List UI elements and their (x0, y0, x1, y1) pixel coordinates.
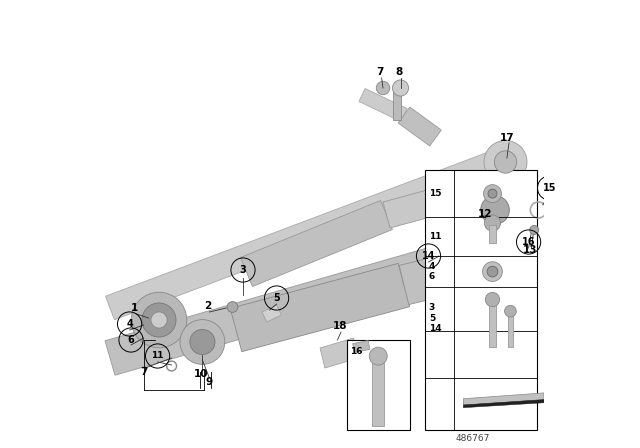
Text: 15: 15 (429, 189, 442, 198)
Text: 2: 2 (204, 301, 212, 311)
Text: 15: 15 (543, 183, 556, 193)
Circle shape (392, 80, 408, 96)
Circle shape (484, 185, 502, 202)
Polygon shape (383, 182, 463, 228)
Polygon shape (230, 263, 410, 352)
Circle shape (180, 319, 225, 364)
Polygon shape (463, 393, 544, 405)
Polygon shape (105, 220, 535, 375)
Text: 13: 13 (523, 245, 537, 255)
Circle shape (468, 183, 522, 237)
Polygon shape (106, 143, 520, 320)
Polygon shape (320, 338, 358, 368)
Polygon shape (399, 241, 507, 305)
Text: 7: 7 (140, 367, 147, 377)
Polygon shape (489, 303, 496, 348)
Circle shape (483, 262, 502, 281)
Text: 16: 16 (351, 347, 363, 356)
Polygon shape (508, 314, 513, 348)
Circle shape (376, 81, 390, 95)
Circle shape (142, 303, 176, 337)
Circle shape (227, 302, 238, 312)
Circle shape (494, 151, 516, 173)
Polygon shape (489, 225, 496, 243)
Polygon shape (516, 195, 536, 225)
Polygon shape (359, 89, 407, 121)
Polygon shape (398, 107, 442, 146)
Text: 9: 9 (206, 377, 213, 387)
Bar (425, 170, 538, 430)
Text: 12: 12 (478, 209, 492, 219)
Text: 1: 1 (131, 303, 138, 313)
Circle shape (481, 196, 509, 224)
Circle shape (484, 215, 500, 231)
Polygon shape (241, 200, 392, 287)
Text: 8: 8 (396, 67, 403, 77)
Polygon shape (463, 400, 544, 408)
Circle shape (369, 347, 387, 365)
Polygon shape (262, 305, 282, 322)
Circle shape (485, 293, 500, 307)
Text: 4: 4 (126, 319, 133, 329)
Text: 17: 17 (500, 133, 515, 143)
Text: 16: 16 (522, 237, 535, 247)
Circle shape (131, 292, 187, 348)
Circle shape (530, 225, 539, 234)
Text: 5: 5 (273, 293, 280, 303)
Text: 18: 18 (332, 321, 347, 331)
Polygon shape (392, 88, 401, 120)
Text: 6: 6 (127, 335, 134, 345)
Circle shape (504, 306, 516, 317)
Bar (347, 340, 410, 430)
Text: 11: 11 (151, 352, 164, 361)
Polygon shape (372, 363, 384, 426)
Circle shape (190, 329, 215, 354)
Circle shape (488, 189, 497, 198)
Circle shape (493, 173, 497, 177)
Circle shape (484, 141, 527, 184)
Text: 3: 3 (239, 265, 246, 275)
Circle shape (151, 312, 167, 328)
Text: 11: 11 (429, 232, 442, 241)
Text: 486767: 486767 (455, 434, 490, 443)
Text: 14: 14 (422, 251, 435, 261)
Text: 4
6: 4 6 (429, 262, 435, 281)
Text: 3
5
14: 3 5 14 (429, 303, 442, 333)
Text: 10: 10 (194, 369, 208, 379)
Circle shape (487, 266, 498, 277)
Polygon shape (353, 340, 370, 353)
Text: 7: 7 (376, 67, 384, 77)
